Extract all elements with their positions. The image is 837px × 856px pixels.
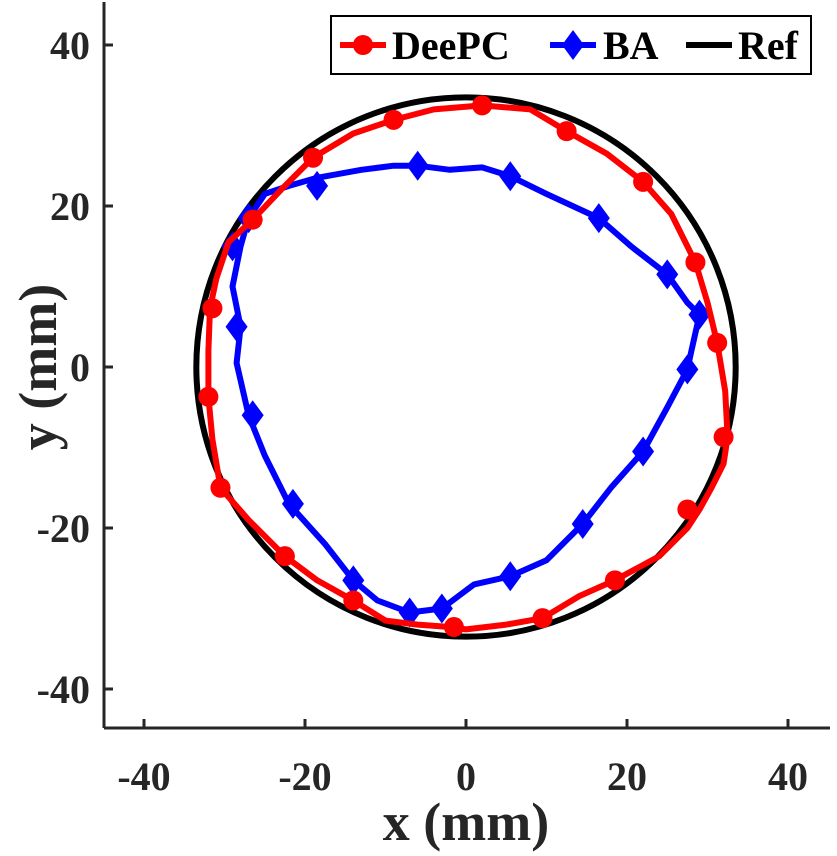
marker-deepc [343,590,364,611]
marker-ba [225,311,248,342]
marker-deepc [556,121,577,142]
x-tick-label: -40 [117,754,170,799]
marker-ba [241,400,264,431]
marker-deepc [274,546,295,567]
legend-label-ba: BA [603,23,659,68]
marker-deepc [443,617,464,638]
marker-ba [306,170,329,201]
y-axis-title: y (mm) [8,284,68,450]
marker-ba [499,561,522,592]
x-axis-title: x (mm) [383,792,549,852]
marker-deepc [383,109,404,130]
legend-marker-deepc [353,35,373,55]
marker-ba [688,299,711,330]
marker-ba [676,354,699,385]
y-tick-label: 40 [50,23,90,68]
marker-ba [632,436,655,467]
x-tick-label: -20 [278,754,331,799]
x-tick-label: 0 [456,754,476,799]
series-line-ref [193,94,739,640]
y-tick-label: 20 [50,184,90,229]
legend-label-ref: Ref [738,23,799,68]
marker-ba [430,593,453,624]
marker-ba [342,565,365,596]
marker-deepc [707,332,728,353]
x-tick-label: 40 [768,754,808,799]
y-tick-label: -20 [37,506,90,551]
y-tick-label: -40 [37,667,90,712]
marker-deepc [198,386,219,407]
legend-label-deepc: DeePC [392,23,510,68]
y-tick-label: 0 [70,345,90,390]
x-tick-label: 20 [607,754,647,799]
marker-deepc [242,209,263,230]
marker-deepc [210,477,231,498]
axes: -40 -20 0 20 40 -40 -20 0 20 40 x (mm) y (mm) [8,2,830,852]
marker-deepc [202,298,223,319]
marker-ba [587,203,610,234]
marker-deepc [604,570,625,591]
legend: DeePC BA Ref [330,15,812,75]
plot-area [193,94,739,640]
marker-ba [571,508,594,539]
marker-deepc [633,171,654,192]
marker-deepc [685,252,706,273]
marker-ba [281,488,304,519]
marker-deepc [677,499,698,520]
marker-deepc [303,147,324,168]
marker-ba [656,259,679,290]
marker-ba [406,150,429,181]
marker-ba [499,161,522,192]
marker-deepc [532,608,553,629]
legend-marker-ba [562,30,584,60]
marker-deepc [472,95,493,116]
series-line-ba [229,162,703,616]
marker-deepc [713,427,734,448]
